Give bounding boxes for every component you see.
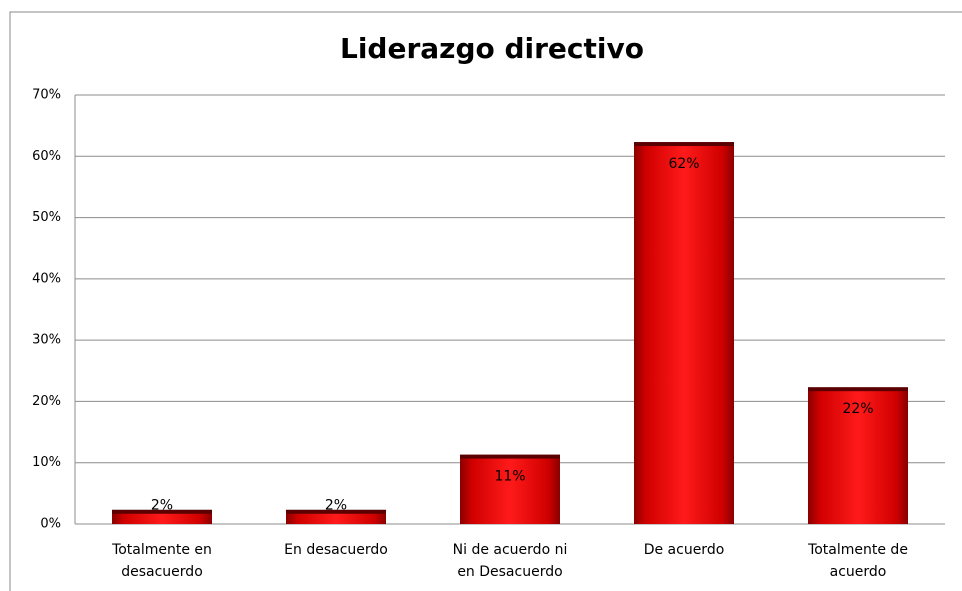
x-tick-label: Totalmente de acuerdo	[808, 542, 908, 580]
data-label: 11%	[494, 469, 525, 485]
data-label: 22%	[842, 401, 873, 417]
bar	[286, 511, 386, 524]
chart-title: Liderazgo directivo	[340, 32, 644, 65]
y-tick-label: 30%	[32, 333, 61, 348]
y-tick-label: 0%	[40, 517, 61, 532]
x-tick-label: En desacuerdo	[284, 542, 388, 558]
bar-top	[808, 387, 908, 392]
x-tick-label: De acuerdo	[643, 542, 725, 558]
y-tick-label: 10%	[32, 455, 61, 470]
bar	[112, 511, 212, 524]
x-tick-label: Totalmente en desacuerdo	[112, 542, 212, 580]
data-label: 2%	[151, 498, 173, 514]
y-tick-label: 40%	[32, 271, 61, 286]
y-tick-label: 20%	[32, 394, 61, 409]
bar-top	[634, 142, 734, 147]
y-tick-label: 60%	[32, 149, 61, 164]
bar	[460, 456, 560, 524]
bar	[808, 389, 908, 524]
y-tick-label: 70%	[32, 88, 61, 103]
bar-top	[112, 509, 212, 514]
bar-top	[286, 509, 386, 514]
x-tick-label: Ni de acuerdo ni en Desacuerdo	[452, 542, 568, 580]
bar	[634, 144, 734, 524]
y-tick-label: 50%	[32, 210, 61, 225]
data-label: 62%	[668, 156, 699, 172]
data-label: 2%	[325, 498, 347, 514]
bar-top	[460, 454, 560, 459]
